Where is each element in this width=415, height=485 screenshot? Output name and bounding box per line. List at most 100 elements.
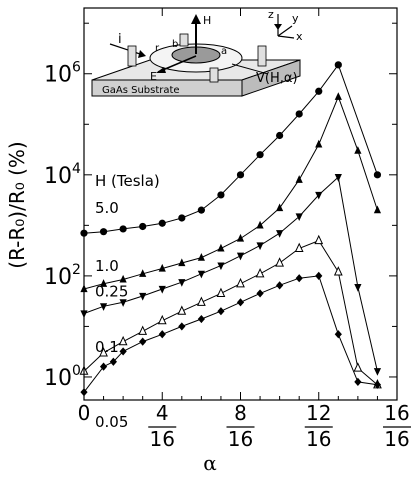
axis-y-arrow <box>277 25 293 37</box>
data-point-1_0 <box>158 263 166 272</box>
data-point-0_05 <box>178 322 186 331</box>
x-tick-numerator: 16 <box>384 401 409 425</box>
series-label: 0.25 <box>95 283 128 301</box>
data-point-0_05 <box>139 337 147 346</box>
data-point-0_25 <box>197 270 205 279</box>
contact-pad-bottom <box>209 67 219 83</box>
y-tick-label: 102 <box>44 262 81 290</box>
series-label: 0.1 <box>95 338 119 356</box>
field-label: H <box>203 14 211 27</box>
data-point-1_0 <box>139 269 147 277</box>
contact-pad-top <box>179 33 189 47</box>
voltage-lead <box>231 63 269 75</box>
data-point-0_1 <box>99 347 108 357</box>
b-label: b <box>172 39 178 50</box>
legend-title: H (Tesla) <box>95 172 160 190</box>
data-point-0_05 <box>158 330 166 339</box>
data-point-5_0 <box>315 87 323 95</box>
data-point-0_25 <box>315 191 323 200</box>
data-point-0_1 <box>157 314 167 325</box>
data-point-1_0 <box>373 205 382 214</box>
data-point-0_1 <box>255 268 265 278</box>
a-label: a <box>221 46 227 57</box>
data-point-0_05 <box>334 330 342 339</box>
data-point-5_0 <box>197 206 205 214</box>
data-point-5_0 <box>217 191 225 199</box>
data-point-5_0 <box>334 61 342 69</box>
axis-x-arrow <box>277 35 295 39</box>
axis-x-label: x <box>296 30 303 43</box>
x-tick-denominator: 16 <box>384 427 409 451</box>
y-tick-label: 100 <box>44 363 81 391</box>
data-point-0_05 <box>315 271 323 280</box>
substrate-side <box>241 59 301 97</box>
e-label: E <box>150 70 157 83</box>
data-point-0_25 <box>119 299 127 307</box>
data-point-0_25 <box>158 285 166 294</box>
series-group <box>83 63 378 393</box>
data-point-0_05 <box>373 380 382 389</box>
axis-triad-wedge <box>274 24 282 30</box>
data-point-1_0 <box>197 253 205 261</box>
data-point-5_0 <box>295 110 303 118</box>
data-point-5_0 <box>99 228 108 236</box>
substrate-label: GaAs Substrate <box>102 85 180 96</box>
x-tick-label: 0 <box>78 401 91 425</box>
current-label: i <box>118 32 122 47</box>
data-point-0_25 <box>354 284 362 292</box>
data-point-0_05 <box>256 289 264 298</box>
series-labels: 5.0 1.0 0.25 0.1 0.05 <box>95 199 128 431</box>
data-point-5_0 <box>178 214 186 222</box>
axis-y-label: y <box>292 12 299 25</box>
data-point-1_0 <box>256 220 264 229</box>
y-tick-base: 10 <box>44 164 72 189</box>
data-point-0_1 <box>118 335 128 346</box>
data-point-1_0 <box>178 258 186 267</box>
data-point-1_0 <box>334 92 342 100</box>
markers-group <box>79 61 382 397</box>
data-point-0_05 <box>276 281 284 290</box>
data-point-0_05 <box>295 274 303 283</box>
y-tick-exponent: 6 <box>72 60 81 76</box>
voltage-label: V(H,α) <box>256 71 298 86</box>
x-axis-label: α <box>203 451 217 475</box>
data-point-0_05 <box>197 314 205 324</box>
data-point-5_0 <box>158 219 166 227</box>
x-tick-numerator: 4 <box>156 401 169 425</box>
data-point-5_0 <box>373 171 382 179</box>
y-tick-label: 104 <box>44 161 81 189</box>
data-point-0_25 <box>139 292 147 301</box>
data-point-0_25 <box>295 213 303 222</box>
data-point-0_1 <box>353 362 363 372</box>
series-line-0_1 <box>83 239 378 386</box>
data-point-0_05 <box>236 298 245 307</box>
data-point-1_0 <box>236 233 245 242</box>
r-label: r <box>155 43 160 54</box>
y-axis-label: (R-R₀)/R₀ (%) <box>5 141 29 268</box>
series-label: 5.0 <box>95 199 119 217</box>
data-point-0_25 <box>276 230 284 238</box>
data-point-0_1 <box>236 277 245 288</box>
data-point-0_25 <box>236 252 245 261</box>
data-point-0_25 <box>99 303 108 311</box>
data-point-1_0 <box>315 139 323 148</box>
x-tick-denominator: 16 <box>306 427 331 451</box>
y-tick-base: 10 <box>44 366 72 391</box>
data-point-0_1 <box>177 305 187 315</box>
series-label: 0.05 <box>95 413 128 431</box>
data-point-0_25 <box>256 242 264 251</box>
e-arrow-head <box>156 67 166 73</box>
data-point-0_1 <box>196 296 206 306</box>
current-arrow-head <box>138 50 146 58</box>
data-point-5_0 <box>139 222 147 231</box>
y-tick-exponent: 2 <box>72 262 81 278</box>
data-point-1_0 <box>354 146 362 154</box>
y-tick-base: 10 <box>44 63 72 88</box>
data-point-0_05 <box>119 347 127 356</box>
x-tick-numerator: 12 <box>306 401 331 425</box>
data-point-5_0 <box>236 171 245 179</box>
inset-diagram: GaAs Substrate H E r b a i V(H,α) z y x <box>91 8 303 97</box>
data-point-0_1 <box>216 287 226 298</box>
data-point-5_0 <box>256 151 264 159</box>
